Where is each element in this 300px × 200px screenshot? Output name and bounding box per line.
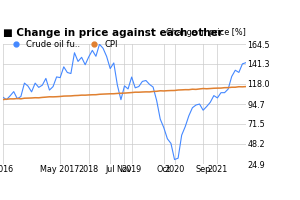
Text: Change in price [%]: Change in price [%]	[166, 28, 246, 37]
Text: ■ Change in price against each other: ■ Change in price against each other	[3, 28, 223, 38]
Legend: Crude oil fu.., CPI: Crude oil fu.., CPI	[7, 40, 118, 49]
